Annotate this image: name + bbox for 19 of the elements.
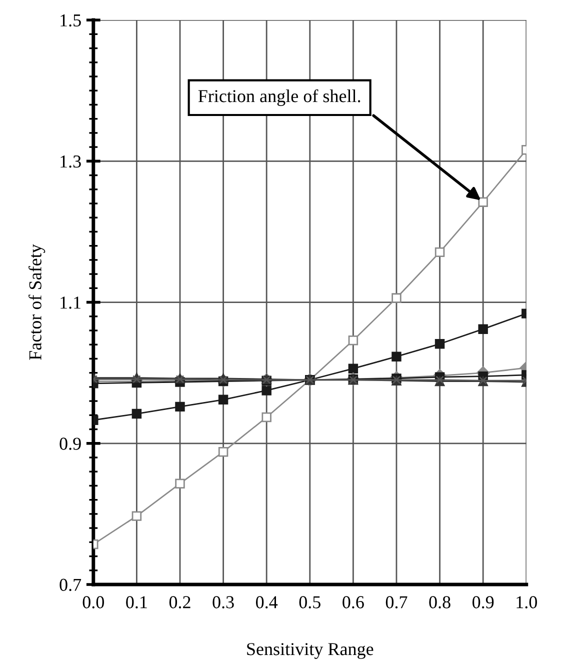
y-tick-label: 0.7 <box>60 578 82 592</box>
y-tick-label: 1.1 <box>60 296 80 309</box>
y-tick-label: 1.3 <box>60 155 81 168</box>
x-tick-label: 0.3 <box>212 596 234 608</box>
x-tick-label: 0.2 <box>169 596 190 608</box>
x-tick-label: 0.9 <box>472 596 494 608</box>
y-tick-label: 0.9 <box>60 438 81 450</box>
y-axis-title: Factor of Safety <box>28 244 46 360</box>
annotation: Friction angle of shell. <box>198 89 360 106</box>
x-axis-title: Sensitivity Range <box>247 643 374 659</box>
x-tick-label: 0.1 <box>126 596 147 608</box>
x-tick-label: 0.0 <box>82 596 104 608</box>
x-tick-label: 0.4 <box>256 596 278 608</box>
x-tick-label: 0.7 <box>386 596 408 608</box>
x-tick-label: 0.5 <box>299 596 320 608</box>
x-tick-label: 0.8 <box>429 596 450 608</box>
y-tick-label: 1.5 <box>60 14 81 27</box>
x-tick-label: 1.0 <box>516 596 537 608</box>
x-tick-label: 0.6 <box>342 596 364 608</box>
